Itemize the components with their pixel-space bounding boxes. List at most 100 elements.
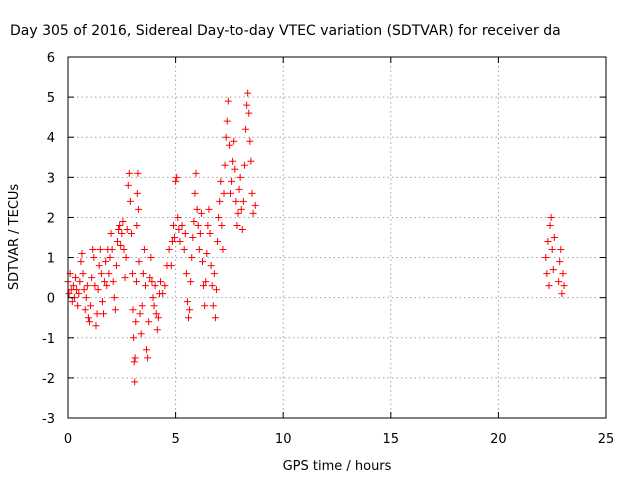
data-point: [203, 250, 211, 258]
data-point: [199, 258, 206, 266]
x-tick-label: 5: [171, 432, 179, 447]
data-point: [130, 358, 138, 366]
data-point: [550, 234, 558, 241]
data-point: [182, 270, 190, 278]
data-point: [547, 213, 555, 221]
data-point: [209, 302, 217, 310]
data-point: [233, 221, 241, 229]
data-point: [130, 334, 138, 342]
plot-frame: [67, 56, 607, 419]
y-tick-label: 1: [47, 252, 55, 267]
data-point: [135, 258, 143, 266]
data-point: [165, 246, 173, 254]
data-point: [188, 254, 196, 262]
chart-title: Day 305 of 2016, Sidereal Day-to-day VTE…: [10, 23, 561, 39]
data-point: [89, 246, 97, 254]
data-point: [211, 314, 219, 322]
data-point: [208, 282, 216, 290]
data-point: [149, 294, 157, 302]
data-point: [117, 242, 125, 250]
y-tick-label: -1: [42, 332, 55, 347]
data-point: [92, 322, 100, 330]
data-point: [123, 225, 131, 233]
data-point: [218, 221, 226, 229]
data-point: [107, 229, 115, 237]
data-point: [181, 229, 189, 237]
data-point: [96, 246, 104, 254]
data-point: [176, 238, 184, 246]
data-point: [140, 246, 148, 254]
data-point: [81, 306, 89, 314]
data-point: [225, 141, 233, 149]
data-point: [251, 201, 259, 209]
data-point: [122, 254, 130, 262]
data-point: [145, 318, 153, 326]
data-point: [144, 354, 152, 362]
data-point: [191, 189, 199, 197]
gridlines: [68, 57, 606, 418]
data-point: [247, 157, 255, 165]
data-point: [132, 278, 140, 286]
data-point: [152, 310, 160, 318]
data-point: [246, 137, 254, 145]
x-tick-label: 0: [64, 432, 72, 447]
data-point: [223, 117, 231, 125]
data-point: [174, 213, 182, 221]
data-point: [557, 246, 565, 254]
data-point: [161, 282, 169, 290]
data-point: [168, 238, 176, 246]
y-tick-label: -3: [42, 412, 55, 427]
data-point: [94, 286, 102, 294]
data-point: [172, 177, 180, 185]
data-point: [186, 306, 194, 314]
data-point: [549, 266, 557, 274]
data-point: [102, 258, 110, 266]
data-point: [558, 290, 566, 298]
data-point: [138, 302, 146, 310]
y-tick-label: 6: [47, 51, 55, 66]
y-tick-label: -2: [42, 372, 55, 387]
data-point: [544, 238, 552, 246]
data-point: [105, 270, 113, 278]
data-point: [194, 221, 202, 229]
data-point: [98, 298, 106, 306]
axis-ticks: 0 5 10 15 20 25 -3 -2 -1 0 1 2 3 4 5 6: [42, 51, 614, 447]
data-point: [79, 270, 87, 278]
data-point: [216, 197, 224, 205]
data-point: [77, 258, 85, 266]
data-point: [245, 109, 253, 117]
y-tick-label: 4: [47, 131, 55, 146]
data-point: [232, 197, 240, 205]
data-point: [228, 177, 236, 185]
data-point: [132, 318, 140, 326]
data-point: [221, 161, 229, 169]
data-point: [236, 173, 244, 181]
data-point: [131, 354, 139, 362]
data-point: [237, 205, 245, 213]
data-point: [559, 270, 567, 278]
data-point: [75, 290, 83, 298]
data-point: [112, 262, 120, 270]
data-point: [137, 330, 145, 338]
data-point: [205, 205, 213, 213]
y-tick-label: 0: [47, 292, 55, 307]
data-point: [120, 246, 128, 254]
data-point: [91, 282, 99, 290]
data-point: [192, 169, 200, 177]
data-point: [560, 282, 568, 290]
data-point: [84, 314, 92, 322]
data-point: [178, 221, 186, 229]
data-point: [90, 254, 98, 262]
data-point: [204, 221, 212, 229]
data-point: [222, 133, 230, 141]
data-point: [143, 346, 151, 354]
data-point: [147, 254, 155, 262]
data-point: [72, 274, 80, 282]
data-point: [239, 197, 247, 205]
data-point: [154, 314, 162, 322]
data-point: [556, 258, 564, 266]
data-point: [68, 298, 76, 306]
data-point: [212, 286, 220, 294]
data-point: [153, 326, 161, 334]
data-point: [76, 278, 84, 286]
